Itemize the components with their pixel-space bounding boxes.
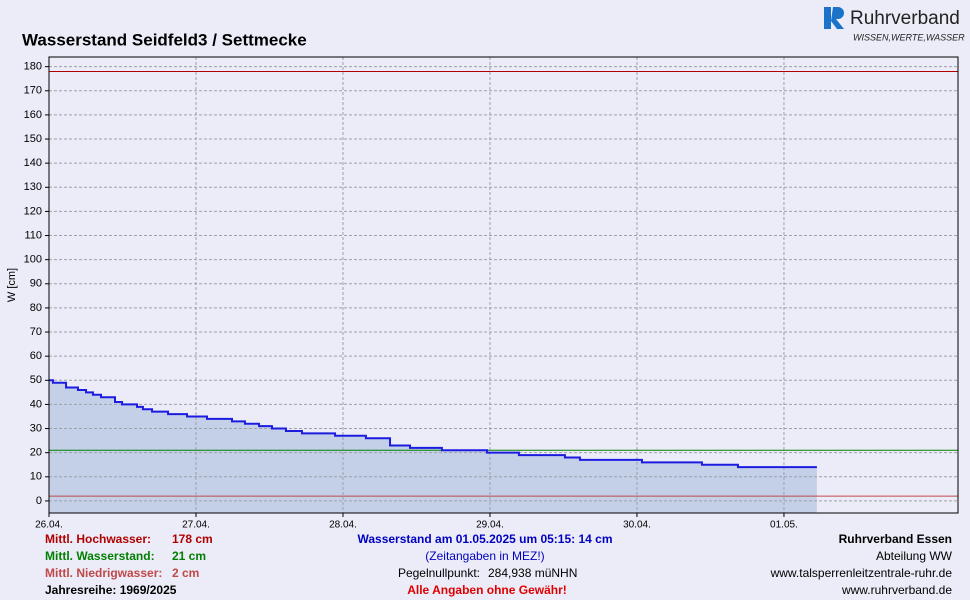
current-level: Wasserstand am 01.05.2025 um 05:15: 14 c… [357,532,612,546]
url: www.ruhrverband.de [841,583,952,597]
timezone-note: (Zeitangaben in MEZ!) [425,549,544,563]
y-axis-label: W [cm] [6,268,18,302]
y-tick-label: 70 [30,326,42,338]
legend-value: 178 cm [172,532,213,546]
gauge-zero-value: 284,938 müNHN [488,566,577,580]
y-tick-label: 80 [30,302,42,314]
legend-value: 2 cm [172,566,199,580]
plot-border [48,56,959,514]
y-tick-label: 50 [30,374,42,386]
y-tick-label: 10 [30,471,42,483]
y-tick-label: 0 [36,495,42,507]
plot-area: 0 10 20 30 40 50 60 70 80 90 100 110 120 130 140 150 160… [24,56,959,531]
logo-icon [824,7,844,29]
y-tick-label: 40 [30,398,42,410]
legend-label: Mittl. Niedrigwasser: [45,566,162,580]
x-tick-label: 26.04. [35,520,63,531]
x-tick-label: 01.05. [770,520,798,531]
y-tick-label: 110 [24,229,42,241]
department: Abteilung WW [876,549,953,563]
url: www.talsperrenleitzentrale-ruhr.de [770,566,953,580]
y-tick-label: 180 [24,61,42,73]
org-name: Ruhrverband Essen [839,532,952,546]
y-tick-label: 30 [30,422,42,434]
y-tick-label: 100 [24,254,42,266]
legend-label: Mittl. Hochwasser: [45,532,151,546]
y-tick-label: 160 [24,109,42,121]
y-tick-label: 170 [24,85,42,97]
y-tick-label: 150 [24,133,42,145]
x-tick-label: 30.04. [623,520,651,531]
disclaimer: Alle Angaben ohne Gewähr! [407,583,567,597]
series-range: Jahresreihe: 1969/2025 [45,583,177,597]
chart-title: Wasserstand Seidfeld3 / Settmecke [22,30,307,49]
y-tick-label: 130 [24,181,42,193]
legend-value: 21 cm [172,549,206,563]
y-tick-label: 140 [24,157,42,169]
y-tick-label: 120 [24,205,42,217]
legend-label: Mittl. Wasserstand: [45,549,155,563]
x-tick-label: 27.04. [182,520,210,531]
logo-slogan: WISSEN,WERTE,WASSER [853,32,965,42]
data-line [49,379,817,469]
logo-name: Ruhrverband [850,8,960,29]
y-tick-label: 20 [30,447,42,459]
area-fill [49,380,817,513]
y-tick-label: 60 [30,350,42,362]
x-tick-label: 29.04. [476,520,504,531]
x-tick-label: 28.04. [329,520,357,531]
gauge-zero-label: Pegelnullpunkt: [398,566,480,580]
y-tick-label: 90 [30,278,42,290]
